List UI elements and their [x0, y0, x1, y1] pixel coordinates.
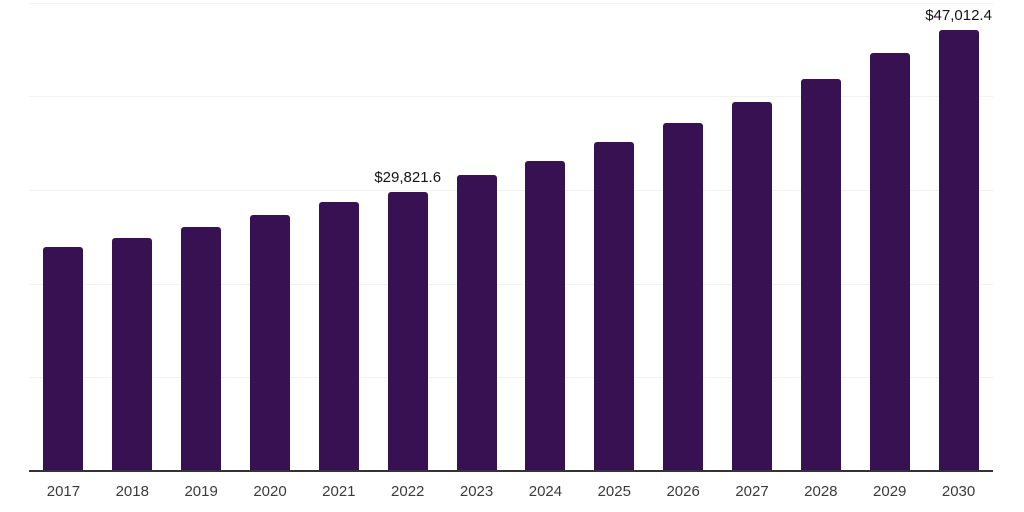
x-tick-2018: 2018 [115, 483, 149, 500]
x-tick-2023: 2023 [459, 483, 494, 500]
bar-2026[interactable] [663, 122, 704, 471]
gridline-40000 [29, 96, 993, 98]
data-label-2022: $29,821.6 [374, 168, 442, 186]
x-tick-2028: 2028 [804, 483, 838, 500]
gridline-10000 [29, 377, 993, 379]
bar-2021[interactable] [318, 201, 359, 471]
bar-2020[interactable] [250, 215, 290, 471]
data-label-2030: $47,012.4 [925, 7, 992, 25]
x-axis-line [29, 470, 993, 472]
x-tick-2027: 2027 [735, 483, 769, 500]
x-tick-2017: 2017 [46, 483, 81, 500]
x-tick-2020: 2020 [253, 483, 287, 500]
bar-2028[interactable] [800, 79, 841, 471]
bar-2017[interactable] [43, 247, 84, 471]
gridline-20000 [29, 283, 993, 285]
x-tick-2019: 2019 [184, 483, 218, 500]
bar-2018[interactable] [112, 237, 153, 471]
bar-2024[interactable] [525, 160, 566, 471]
x-tick-2024: 2024 [528, 483, 563, 500]
bar-2019[interactable] [181, 226, 222, 471]
x-tick-2022: 2022 [391, 483, 425, 500]
bar-2022[interactable] [387, 191, 428, 471]
x-tick-2029: 2029 [873, 483, 907, 500]
plot-area: $29,821.6 $47,012.4 [29, 0, 993, 472]
bar-2025[interactable] [594, 142, 635, 471]
bar-2029[interactable] [869, 53, 910, 471]
bar-2023[interactable] [456, 175, 497, 471]
x-axis-labels: 2017 2018 2019 2020 2021 2022 2023 2024 2025 2026… [29, 483, 993, 501]
x-tick-2026: 2026 [666, 483, 700, 500]
x-tick-2021: 2021 [322, 483, 356, 500]
bar-2027[interactable] [732, 101, 772, 471]
x-tick-2030: 2030 [941, 483, 976, 500]
bar-2030[interactable] [938, 30, 979, 471]
gridline-50000 [29, 2, 993, 4]
gridline-30000 [29, 189, 993, 191]
x-tick-2025: 2025 [597, 483, 631, 500]
